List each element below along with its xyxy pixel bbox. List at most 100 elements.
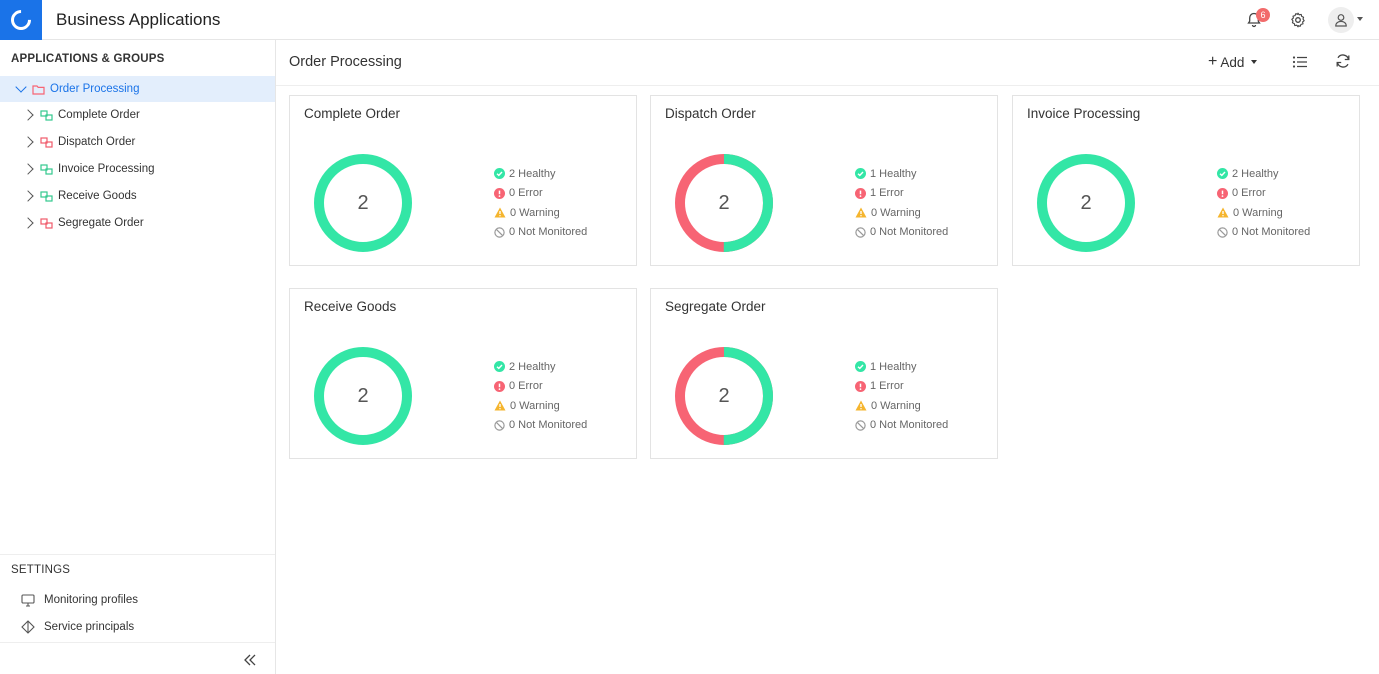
- tree-item-dispatch-order[interactable]: Dispatch Order: [0, 129, 275, 155]
- chevron-right-icon[interactable]: [22, 109, 34, 121]
- principal-icon: [20, 620, 36, 634]
- legend-item-healthy: 1 Healthy: [855, 357, 948, 377]
- not-monitored-icon: [494, 227, 509, 238]
- status-donut-chart: [1037, 154, 1135, 252]
- donut-segment-healthy: [1037, 154, 1135, 252]
- error-icon: [494, 187, 509, 199]
- refresh-icon[interactable]: [1333, 51, 1353, 71]
- sidebar: APPLICATIONS & GROUPS Order Processing C…: [0, 40, 276, 674]
- tree-item-label: Complete Order: [58, 109, 140, 121]
- healthy-icon: [855, 168, 870, 180]
- status-legend: 2 Healthy 0 Error 0 Warning 0 Not Monitored: [494, 164, 587, 242]
- settings-item-label: Service principals: [44, 621, 135, 633]
- donut-total: 2: [357, 384, 369, 407]
- legend-label: 2 Healthy: [509, 167, 556, 180]
- warning-icon: [494, 207, 510, 218]
- application-healthy-icon: [40, 163, 53, 175]
- card-title: Dispatch Order: [665, 106, 756, 121]
- chevron-right-icon[interactable]: [22, 217, 34, 229]
- legend-label: 1 Healthy: [870, 167, 917, 180]
- card-title: Receive Goods: [304, 299, 397, 314]
- warning-icon: [855, 400, 871, 411]
- healthy-icon: [1217, 168, 1232, 180]
- top-bar: Business Applications 6: [0, 0, 1379, 40]
- application-error-icon: [40, 217, 53, 229]
- donut-segment-healthy: [314, 154, 412, 252]
- legend-item-error: 0 Error: [1217, 184, 1310, 204]
- chevron-down-icon: [1251, 60, 1258, 64]
- collapse-sidebar-icon[interactable]: [240, 650, 260, 670]
- settings-item-label: Monitoring profiles: [44, 594, 138, 606]
- application-healthy-icon: [40, 109, 53, 121]
- legend-item-error: 1 Error: [855, 377, 948, 397]
- legend-item-warning: 0 Warning: [855, 396, 948, 416]
- folder-icon: [32, 84, 45, 95]
- legend-label: 0 Not Monitored: [509, 419, 588, 432]
- warning-icon: [1217, 207, 1233, 218]
- legend-label: 0 Warning: [871, 206, 921, 219]
- legend-item-warning: 0 Warning: [855, 203, 948, 223]
- error-icon: [494, 380, 509, 392]
- legend-label: 0 Error: [509, 187, 543, 200]
- app-title: Business Applications: [56, 10, 221, 29]
- legend-item-error: 0 Error: [494, 377, 587, 397]
- tree-item-invoice-processing[interactable]: Invoice Processing: [0, 156, 275, 182]
- legend-label: 0 Not Monitored: [509, 226, 588, 239]
- status-card[interactable]: Invoice Processing 2 2 Healthy 0 Error 0 War…: [1012, 95, 1360, 266]
- legend-item-error: 1 Error: [855, 184, 948, 204]
- legend-label: 0 Not Monitored: [870, 226, 949, 239]
- card-title: Complete Order: [304, 106, 401, 121]
- donut-total: 2: [718, 191, 730, 214]
- donut-segment-healthy: [314, 347, 412, 445]
- chevron-right-icon[interactable]: [22, 163, 34, 175]
- donut-total: 2: [357, 191, 369, 214]
- divider: [0, 642, 275, 643]
- legend-label: 1 Healthy: [870, 360, 917, 373]
- chevron-right-icon[interactable]: [22, 136, 34, 148]
- tree-item-complete-order[interactable]: Complete Order: [0, 102, 275, 128]
- tree-item-label: Dispatch Order: [58, 136, 136, 148]
- app-logo-icon[interactable]: [0, 0, 42, 40]
- legend-label: 2 Healthy: [1232, 167, 1279, 180]
- page-title: Order Processing: [289, 54, 402, 70]
- chevron-down-icon[interactable]: [15, 81, 27, 93]
- settings-title: SETTINGS: [11, 564, 71, 576]
- tree-item-order-processing[interactable]: Order Processing: [0, 76, 275, 102]
- add-button-label: Add: [1220, 54, 1245, 70]
- error-icon: [855, 380, 870, 392]
- status-card[interactable]: Dispatch Order 2 1 Healthy 1 Error 0 Warning…: [650, 95, 998, 266]
- tree-item-receive-goods[interactable]: Receive Goods: [0, 183, 275, 209]
- notification-badge: 6: [1256, 8, 1270, 22]
- status-card[interactable]: Receive Goods 2 2 Healthy 0 Error 0 Warning 0…: [289, 288, 637, 459]
- legend-label: 0 Warning: [1233, 206, 1283, 219]
- legend-item-healthy: 2 Healthy: [1217, 164, 1310, 184]
- not-monitored-icon: [1217, 227, 1232, 238]
- not-monitored-icon: [855, 227, 870, 238]
- tree-item-segregate-order[interactable]: Segregate Order: [0, 210, 275, 236]
- tree-item-label: Order Processing: [50, 83, 140, 95]
- legend-item-warning: 0 Warning: [494, 203, 587, 223]
- chevron-right-icon[interactable]: [22, 190, 34, 202]
- legend-label: 0 Not Monitored: [1232, 226, 1311, 239]
- not-monitored-icon: [494, 420, 509, 431]
- legend-item-error: 0 Error: [494, 184, 587, 204]
- user-menu-chevron-down-icon[interactable]: [1357, 17, 1363, 21]
- donut-total: 2: [1080, 191, 1092, 214]
- settings-item-monitoring-profiles[interactable]: Monitoring profiles: [20, 590, 138, 610]
- error-icon: [1217, 187, 1232, 199]
- add-button[interactable]: + Add: [1208, 52, 1258, 72]
- gear-icon[interactable]: [1288, 10, 1308, 30]
- not-monitored-icon: [855, 420, 870, 431]
- list-view-icon[interactable]: [1290, 52, 1310, 72]
- status-legend: 1 Healthy 1 Error 0 Warning 0 Not Monitored: [855, 357, 948, 435]
- tree-item-label: Receive Goods: [58, 190, 137, 202]
- settings-item-service-principals[interactable]: Service principals: [20, 617, 134, 637]
- legend-item-not-monitored: 0 Not Monitored: [494, 223, 587, 243]
- application-error-icon: [40, 136, 53, 148]
- status-card[interactable]: Segregate Order 2 1 Healthy 1 Error 0 Warnin…: [650, 288, 998, 459]
- status-card[interactable]: Complete Order 2 2 Healthy 0 Error 0 Warning…: [289, 95, 637, 266]
- user-avatar[interactable]: [1328, 7, 1354, 33]
- legend-label: 2 Healthy: [509, 360, 556, 373]
- application-healthy-icon: [40, 190, 53, 202]
- status-legend: 2 Healthy 0 Error 0 Warning 0 Not Monitored: [1217, 164, 1310, 242]
